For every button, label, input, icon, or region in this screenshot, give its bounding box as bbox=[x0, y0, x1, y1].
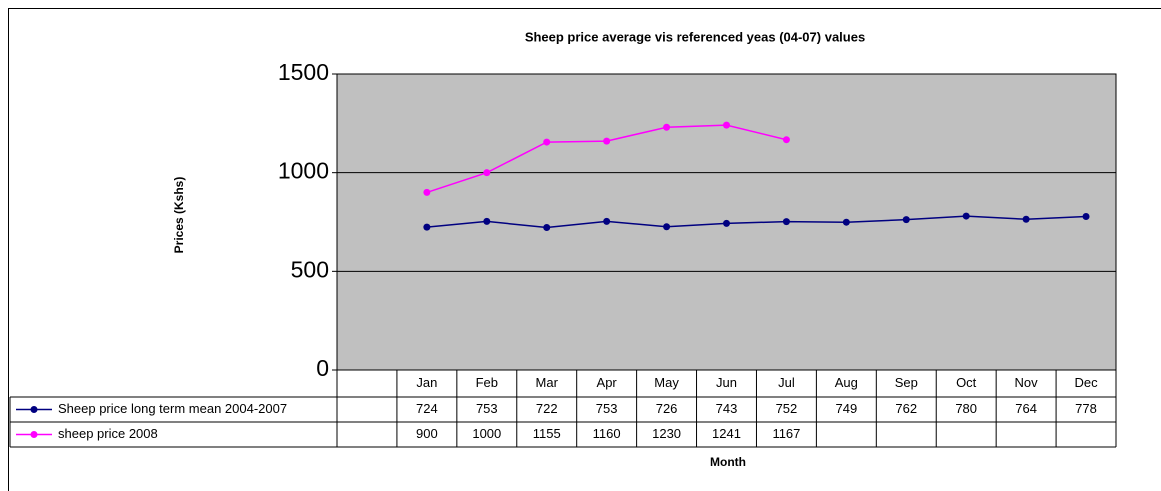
series-line bbox=[426, 215, 1087, 229]
legend-label: Sheep price long term mean 2004-2007 bbox=[58, 401, 287, 416]
table-value: 1155 bbox=[533, 426, 561, 441]
data-point bbox=[723, 121, 730, 129]
data-point bbox=[1022, 215, 1030, 223]
data-point bbox=[782, 218, 790, 226]
table-value: 1230 bbox=[652, 426, 681, 441]
table-value: 743 bbox=[716, 401, 738, 416]
data-point bbox=[723, 219, 730, 227]
data-point bbox=[543, 224, 551, 232]
x-tick-label: Jan bbox=[416, 375, 437, 390]
data-point bbox=[842, 218, 850, 226]
x-tick-label: Apr bbox=[597, 375, 618, 390]
table-value: 722 bbox=[536, 401, 558, 416]
table-value: 1160 bbox=[593, 426, 621, 441]
data-point bbox=[483, 169, 491, 177]
table-value: 900 bbox=[416, 426, 438, 441]
x-tick-label: Oct bbox=[956, 375, 977, 390]
data-point bbox=[663, 223, 671, 231]
x-tick-label: Aug bbox=[835, 375, 858, 390]
table-value: 1000 bbox=[472, 426, 501, 441]
table-value: 1167 bbox=[772, 426, 800, 441]
table-value: 752 bbox=[776, 401, 798, 416]
table-value: 753 bbox=[476, 401, 498, 416]
legend-label: sheep price 2008 bbox=[58, 426, 158, 441]
x-tick-label: Jun bbox=[716, 375, 737, 390]
legend-swatch-marker bbox=[30, 431, 38, 438]
table-value: 778 bbox=[1075, 401, 1097, 416]
table-value: 749 bbox=[835, 401, 857, 416]
y-tick-label: 1000 bbox=[278, 158, 329, 184]
y-tick-label: 1500 bbox=[278, 59, 329, 85]
chart-title: Sheep price average vis referenced yeas … bbox=[525, 29, 865, 44]
data-point bbox=[423, 188, 431, 196]
table-value: 780 bbox=[955, 401, 977, 416]
table-value: 726 bbox=[656, 401, 678, 416]
data-point bbox=[603, 137, 611, 145]
y-tick-label: 500 bbox=[291, 256, 329, 282]
x-tick-label: Sep bbox=[895, 375, 918, 390]
table-value: 762 bbox=[895, 401, 917, 416]
x-axis-label: Month bbox=[710, 455, 746, 469]
y-tick-label: 0 bbox=[316, 355, 329, 381]
data-point bbox=[483, 217, 491, 225]
table-value: 764 bbox=[1015, 401, 1037, 416]
data-point bbox=[782, 136, 790, 144]
legend-swatch-marker bbox=[30, 406, 38, 413]
x-tick-label: Feb bbox=[476, 375, 498, 390]
x-tick-label: Dec bbox=[1074, 375, 1098, 390]
x-tick-label: Mar bbox=[536, 375, 559, 390]
x-tick-label: Nov bbox=[1015, 375, 1039, 390]
data-point bbox=[1082, 212, 1090, 220]
x-tick-label: May bbox=[654, 375, 679, 390]
data-point bbox=[962, 212, 970, 220]
data-point bbox=[902, 216, 910, 224]
table-value: 753 bbox=[596, 401, 618, 416]
x-tick-label: Jul bbox=[778, 375, 795, 390]
table-value: 1241 bbox=[712, 426, 741, 441]
data-point bbox=[603, 217, 611, 225]
y-axis-label: Prices (Kshs) bbox=[172, 177, 186, 254]
data-point bbox=[663, 123, 671, 131]
table-value: 724 bbox=[416, 401, 438, 416]
data-point bbox=[423, 223, 431, 231]
data-point bbox=[543, 138, 551, 146]
